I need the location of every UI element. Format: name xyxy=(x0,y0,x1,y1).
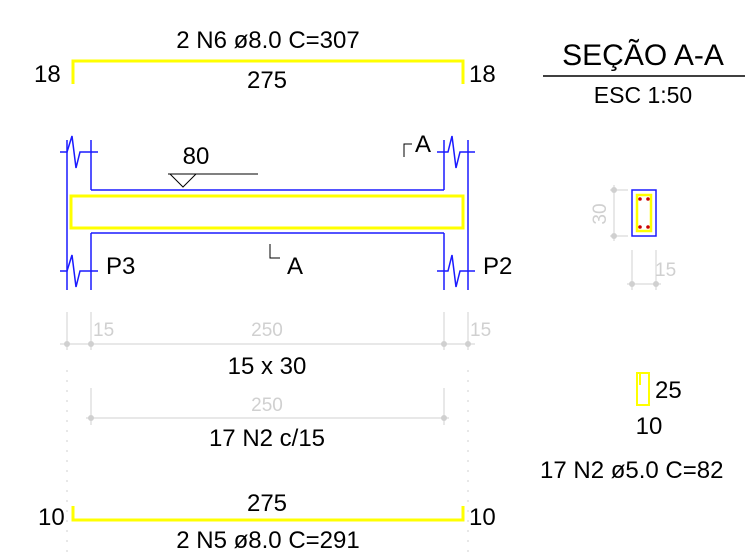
top-bar-length: 275 xyxy=(247,67,287,94)
pillar-right-label: P2 xyxy=(483,253,512,280)
section-height: 30 xyxy=(590,203,611,224)
section-cut-mark-bottom xyxy=(269,244,280,259)
load-value: 80 xyxy=(183,143,210,170)
stirrup-label: 17 N2 ø5.0 C=82 xyxy=(540,457,723,484)
top-bar-label: 2 N6 ø8.0 C=307 xyxy=(176,27,359,54)
cross-section-label: 15 x 30 xyxy=(228,353,307,380)
bottom-bar-shape xyxy=(71,506,465,522)
top-bar-shape xyxy=(71,59,465,84)
section-mark-top: A xyxy=(415,131,431,158)
beam-elevation xyxy=(60,135,475,290)
section-drawing xyxy=(610,185,661,290)
section-scale: ESC 1:50 xyxy=(594,82,692,108)
pillar-left-label: P3 xyxy=(106,253,135,280)
stirrup-span: 250 xyxy=(251,395,283,416)
top-bar-hook-left: 18 xyxy=(34,61,61,88)
bottom-bar-hook-right: 10 xyxy=(469,504,496,531)
bottom-bar-length: 275 xyxy=(247,490,287,517)
dim-left: 15 xyxy=(93,320,114,341)
stirrup-shape xyxy=(636,372,650,406)
top-bar-hook-right: 18 xyxy=(469,61,496,88)
level-triangle-icon xyxy=(168,173,198,188)
bottom-bar-hook-left: 10 xyxy=(38,504,65,531)
section-mark-bottom: A xyxy=(287,253,303,280)
dim-right: 15 xyxy=(470,320,491,341)
bottom-bar-label: 2 N5 ø8.0 C=291 xyxy=(176,527,359,553)
stirrup-width: 10 xyxy=(636,413,663,440)
section-title: SEÇÃO A-A xyxy=(562,38,724,72)
stirrup-height: 25 xyxy=(655,377,682,404)
stirrup-spacing-label: 17 N2 c/15 xyxy=(209,425,325,452)
dim-span: 250 xyxy=(251,320,283,341)
section-width: 15 xyxy=(655,260,676,281)
dimension-lines xyxy=(60,312,475,553)
section-cut-mark-top xyxy=(403,143,412,157)
